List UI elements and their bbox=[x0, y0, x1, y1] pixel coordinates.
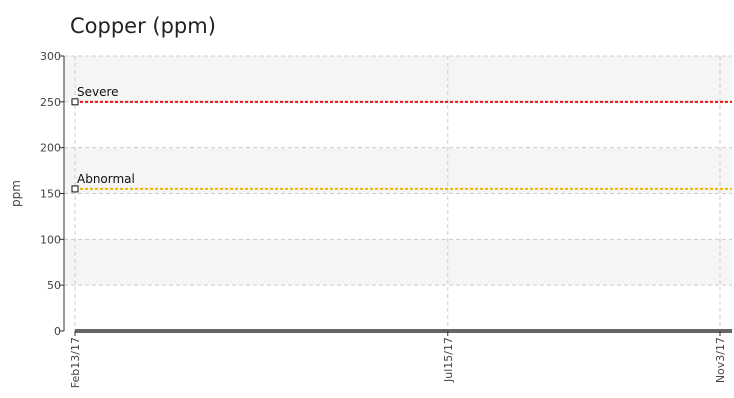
y-tick-label: 100 bbox=[40, 233, 61, 246]
grid-band bbox=[64, 239, 732, 286]
y-tick-label: 150 bbox=[40, 188, 61, 201]
threshold-marker-severe bbox=[71, 98, 79, 106]
y-tick-label: 50 bbox=[47, 279, 61, 292]
grid-band bbox=[64, 147, 732, 194]
chart-title: Copper (ppm) bbox=[70, 14, 216, 38]
threshold-label-severe: Severe bbox=[77, 85, 119, 99]
threshold-label-abnormal: Abnormal bbox=[77, 172, 135, 186]
y-tick-label: 250 bbox=[40, 96, 61, 109]
y-tick-label: 200 bbox=[40, 142, 61, 155]
y-axis-label: ppm bbox=[9, 180, 23, 207]
x-tick-label: Jul15/17 bbox=[442, 337, 455, 383]
x-tick-label: Nov3/17 bbox=[714, 337, 727, 383]
threshold-marker-abnormal bbox=[71, 185, 79, 193]
y-tick-label: 300 bbox=[40, 50, 61, 63]
x-tick-label: Feb13/17 bbox=[69, 337, 82, 388]
grid-band bbox=[64, 56, 732, 102]
y-tick-label: 0 bbox=[54, 325, 61, 338]
